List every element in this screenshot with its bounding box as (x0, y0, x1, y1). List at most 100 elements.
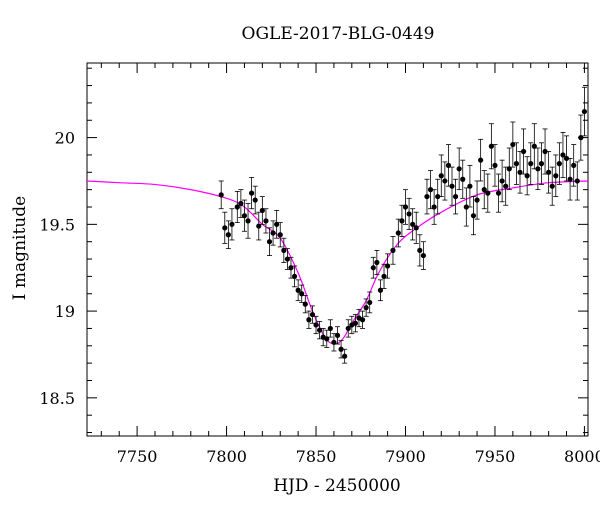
data-point (513, 161, 520, 167)
data-point (449, 183, 455, 189)
data-point (277, 232, 283, 238)
data-point (313, 322, 319, 328)
data-point (528, 161, 534, 167)
data-point (295, 287, 301, 293)
x-axis-label: HJD - 2450000 (273, 476, 401, 496)
data-point (495, 190, 502, 196)
data-point (363, 305, 369, 311)
data-point (377, 287, 384, 293)
data-point (460, 176, 466, 182)
data-point (435, 193, 441, 200)
data-point (342, 353, 348, 359)
data-point (390, 247, 396, 253)
data-point (245, 218, 251, 224)
data-point (252, 197, 258, 203)
data-point (288, 265, 294, 271)
data-point (488, 143, 494, 149)
data-point (581, 108, 588, 115)
data-point (413, 225, 419, 231)
data-point (506, 166, 512, 172)
data-point (571, 162, 577, 168)
data-point (399, 218, 405, 224)
data-point (520, 148, 527, 155)
data-point (327, 325, 333, 332)
data-point (370, 265, 376, 271)
data-point (410, 221, 416, 227)
data-point (560, 152, 566, 158)
data-point (270, 230, 276, 236)
data-point (324, 336, 330, 342)
data-point (535, 166, 541, 172)
data-point (234, 204, 240, 210)
data-point (359, 317, 366, 323)
data-point (352, 320, 358, 326)
data-point (424, 193, 430, 200)
data-point (438, 173, 444, 179)
data-point (567, 176, 573, 182)
data-point (549, 183, 555, 189)
data-point (331, 339, 337, 345)
data-point (485, 190, 491, 196)
data-point (445, 162, 452, 168)
data-point (470, 213, 477, 219)
x-tick-label: 7850 (296, 447, 337, 466)
data-point (452, 193, 459, 200)
plot-frame (86, 62, 589, 437)
data-point (542, 148, 548, 155)
model-curve (87, 180, 588, 345)
data-point (259, 207, 265, 214)
data-point (563, 155, 570, 162)
data-point (229, 221, 235, 227)
data-point (222, 225, 228, 231)
data-point (385, 263, 391, 269)
data-point (238, 200, 244, 207)
y-tick-label: 18.5 (39, 389, 75, 408)
data-point (417, 247, 423, 253)
data-point (241, 213, 248, 219)
data-point (374, 259, 380, 266)
data-point (492, 162, 498, 168)
data-point (478, 157, 484, 163)
data-point (463, 204, 469, 210)
data-point (309, 311, 316, 318)
data-point (538, 161, 545, 167)
data-point (395, 230, 401, 236)
y-tick-label: 20 (55, 129, 75, 148)
data-point (420, 252, 426, 259)
x-tick-label: 7750 (117, 447, 158, 466)
data-point (299, 291, 305, 297)
data-point (218, 192, 224, 198)
data-point (556, 161, 562, 167)
data-point (281, 247, 287, 253)
y-tick-label: 19.5 (39, 215, 75, 234)
data-point (249, 190, 255, 196)
y-tick-label: 19 (55, 302, 75, 321)
data-point (524, 173, 530, 179)
data-point (474, 197, 480, 203)
y-axis-label: I magnitude (10, 195, 30, 301)
data-point (442, 178, 448, 184)
data-point (578, 135, 584, 141)
data-point (338, 346, 344, 352)
data-point (367, 299, 373, 306)
data-point (431, 204, 437, 210)
data-point (345, 325, 351, 332)
data-point (334, 332, 341, 338)
data-point (503, 183, 509, 189)
data-point (510, 141, 516, 148)
data-point (517, 169, 523, 175)
x-tick-label: 8000 (564, 447, 600, 466)
data-point (467, 183, 473, 189)
data-point (225, 232, 231, 238)
data-point (553, 173, 559, 179)
data-point (546, 169, 552, 175)
data-point (406, 211, 412, 217)
data-point (317, 327, 323, 333)
data-point (574, 178, 580, 184)
data-point (291, 273, 298, 279)
data-point (266, 239, 273, 245)
data-point (284, 256, 290, 262)
data-point (402, 204, 409, 210)
data-point (302, 301, 308, 307)
data-point (274, 221, 280, 227)
